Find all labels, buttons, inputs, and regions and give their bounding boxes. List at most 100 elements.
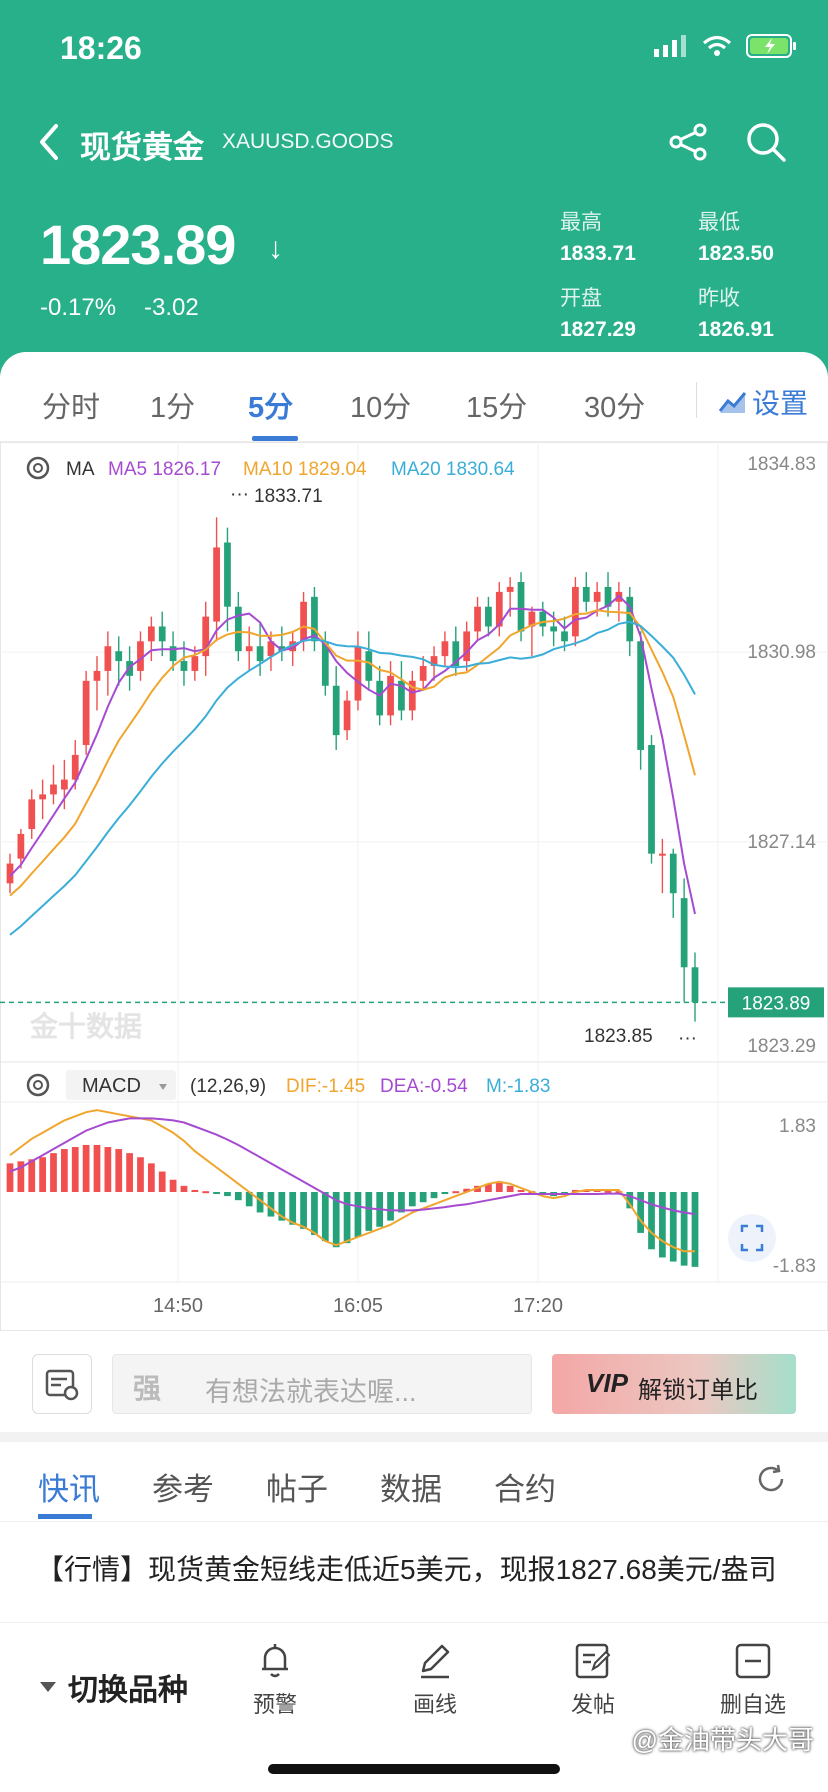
macd-bar <box>637 1192 645 1233</box>
tab-30min[interactable]: 30分 <box>584 392 646 424</box>
macd-selector-caret-icon <box>159 1084 167 1090</box>
stat-value: 1833.71 <box>560 242 636 265</box>
wifi-icon <box>702 35 732 56</box>
candle <box>50 784 57 795</box>
candle <box>169 646 177 662</box>
candle <box>691 967 699 1003</box>
price-axis-label: 1823.29 <box>747 1036 816 1057</box>
candle <box>28 799 36 829</box>
candle <box>17 833 25 859</box>
candle <box>354 646 362 701</box>
tab-1min[interactable]: 1分 <box>150 392 196 424</box>
kline-svg[interactable]: 1834.83 1830.98 1827.14 1823.29 1823.89 1833.… <box>0 442 828 1332</box>
tab-reference[interactable]: 参考 <box>152 1472 214 1507</box>
kline-chart[interactable]: 1834.83 1830.98 1827.14 1823.29 1823.89 1833.… <box>0 442 828 1337</box>
remove-watchlist-button[interactable]: 删自选 <box>708 1641 798 1719</box>
candle <box>289 641 297 652</box>
macd-bar <box>659 1192 666 1258</box>
ma5-line <box>9 594 696 915</box>
active-tab-indicator <box>252 436 298 441</box>
candle <box>506 586 514 592</box>
news-item[interactable]: 【行情】现货黄金短线走低近5美元，现报1827.68美元/盎司 <box>36 1554 777 1585</box>
tab-contract[interactable]: 合约 <box>494 1472 556 1507</box>
order-note-button[interactable] <box>32 1354 92 1414</box>
candle <box>202 616 210 657</box>
stat-label: 最高 <box>560 211 602 234</box>
candle <box>213 547 220 622</box>
alert-button[interactable]: 预警 <box>230 1641 320 1719</box>
candle <box>321 641 329 686</box>
macd-bar <box>256 1192 264 1213</box>
refresh-icon[interactable] <box>754 1462 788 1496</box>
draw-line-label: 画线 <box>412 1692 457 1717</box>
comment-input[interactable]: 强 有想法就表达喔... <box>112 1354 532 1414</box>
macd-bar <box>452 1191 460 1194</box>
macd-bar <box>60 1149 68 1192</box>
tab-posts[interactable]: 帖子 <box>266 1472 328 1507</box>
candle <box>191 656 199 671</box>
macd-bar <box>6 1163 14 1192</box>
macd-bar <box>680 1192 688 1266</box>
macd-bar <box>224 1192 231 1197</box>
ma-legend-item: MA5 1826.17 <box>108 459 221 480</box>
macd-bar <box>506 1185 514 1192</box>
stat-value: 1827.29 <box>560 318 636 341</box>
macd-bar <box>669 1192 677 1262</box>
vip-unlock-button[interactable]: VIP 解锁订单比 <box>552 1354 796 1414</box>
tab-15min[interactable]: 15分 <box>466 392 528 424</box>
candle <box>463 631 471 662</box>
price-axis-label: 1830.98 <box>747 642 816 663</box>
candle <box>267 641 275 657</box>
time-axis-label: 14:50 <box>153 1295 203 1317</box>
tab-flash[interactable]: 快讯 <box>38 1472 100 1507</box>
tab-timeshare[interactable]: 分时 <box>42 392 101 424</box>
candle <box>604 586 612 607</box>
macd-bar <box>191 1189 199 1192</box>
time-axis-label: 16:05 <box>333 1295 383 1317</box>
macd-bar <box>343 1192 351 1244</box>
macd-bar <box>626 1192 634 1209</box>
candle <box>147 626 155 642</box>
back-icon[interactable] <box>34 122 66 162</box>
low-marker-dots: ··· <box>678 1028 697 1049</box>
macd-bar <box>126 1153 133 1192</box>
tab-data[interactable]: 数据 <box>380 1472 442 1507</box>
macd-bar <box>300 1192 307 1229</box>
macd-bar <box>365 1192 373 1231</box>
macd-bar <box>137 1157 144 1192</box>
candle <box>6 863 14 884</box>
pencil-icon <box>421 1644 450 1679</box>
switch-symbol-button[interactable]: 切换品种 <box>40 1665 188 1709</box>
candle <box>278 646 286 652</box>
stat-value: 1826.91 <box>698 318 774 341</box>
macd-dif-line <box>9 1109 695 1253</box>
candle <box>300 601 307 642</box>
chart-grid <box>0 442 828 1331</box>
home-indicator <box>268 1764 560 1774</box>
stat-prev-close: 昨收 1826.91 <box>698 282 774 342</box>
tab-10min[interactable]: 10分 <box>350 392 412 424</box>
chart-settings-icon <box>718 392 747 413</box>
price-axis-label: 1827.14 <box>747 832 816 853</box>
candle <box>82 680 90 746</box>
candle <box>572 586 579 637</box>
change-amount: -3.02 <box>144 294 199 321</box>
stat-high: 最高 1833.71 <box>560 206 636 266</box>
nav-bar: 现货黄金 XAUUSD.GOODS <box>0 112 828 172</box>
last-price: 1823.89 <box>40 213 236 276</box>
candle <box>158 626 166 642</box>
macd-bar <box>93 1144 101 1192</box>
candle <box>60 779 68 790</box>
macd-bar <box>648 1192 655 1250</box>
stat-low: 最低 1823.50 <box>698 206 774 266</box>
chart-settings-button[interactable]: 设置 <box>718 382 808 422</box>
share-icon[interactable] <box>666 120 710 164</box>
candle <box>495 591 503 627</box>
macd-bar <box>441 1192 449 1195</box>
draw-line-button[interactable]: 画线 <box>390 1641 480 1719</box>
candle <box>419 665 427 681</box>
post-button[interactable]: 发帖 <box>548 1641 638 1719</box>
search-icon[interactable] <box>744 120 788 164</box>
tab-5min[interactable]: 5分 <box>248 392 294 424</box>
ma-settings-icon-core <box>33 463 43 473</box>
